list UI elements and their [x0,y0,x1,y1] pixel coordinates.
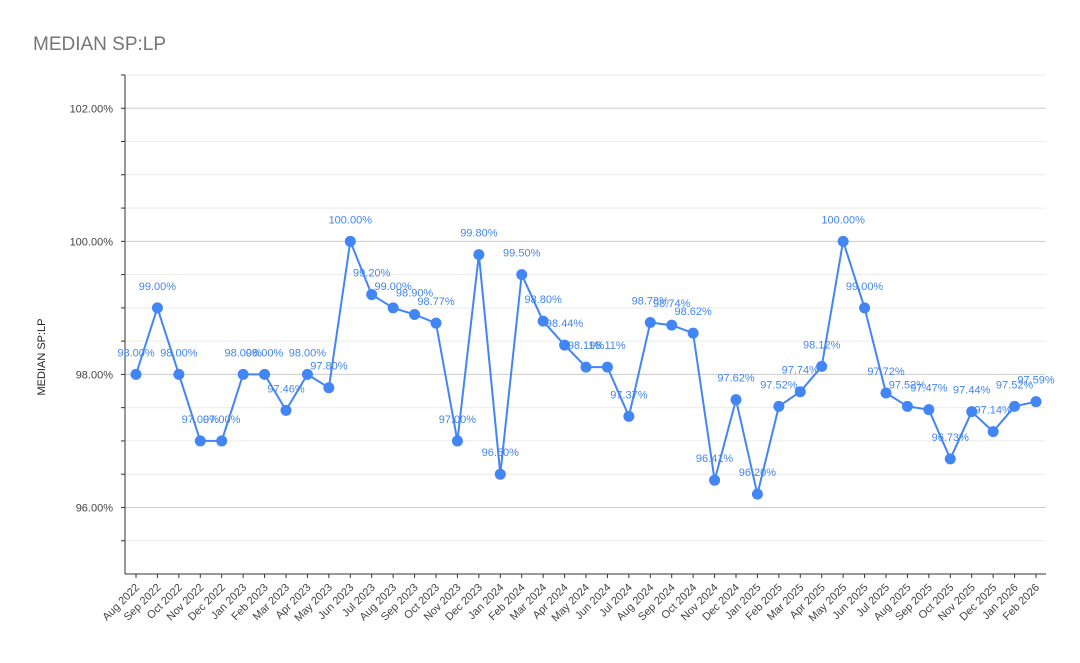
data-point [644,317,656,329]
y-axis-title: MEDIAN SP:LP [36,318,48,395]
y-tick-label: 98.00% [76,369,114,381]
axes [121,74,1046,575]
data-point [730,394,742,406]
data-label: 97.52% [889,379,927,391]
data-point [687,327,699,339]
gridlines [125,74,1046,542]
data-point [623,410,635,422]
data-point [601,361,613,373]
data-point [366,289,378,301]
data-label: 98.62% [674,306,712,318]
data-point [173,368,185,380]
data-label: 98.44% [546,318,584,330]
data-point [901,400,913,412]
data-label: 98.11% [589,340,626,352]
data-label: 99.50% [503,248,541,260]
data-point [1009,400,1021,412]
data-label: 98.00% [117,347,155,359]
y-tick-label: 100.00% [70,236,114,248]
data-label: 98.77% [417,296,455,308]
data-label: 97.00% [203,414,241,426]
data-point [987,426,999,438]
data-point [194,435,206,447]
data-label: 97.46% [267,383,305,395]
data-label: 99.00% [374,281,412,293]
data-label: 97.00% [182,414,220,426]
data-label: 96.20% [739,467,777,479]
data-point [494,468,506,480]
data-label: 97.52% [996,379,1034,391]
data-label: 98.00% [289,347,327,359]
data-label: 96.41% [696,453,734,465]
data-point [430,317,442,329]
data-point [580,361,592,373]
data-point [1030,396,1042,408]
data-point [666,319,678,331]
data-point [280,404,292,416]
data-point [751,488,763,500]
data-point [816,360,828,372]
data-labels: 98.00%99.00%98.00%97.00%97.00%98.00%98.0… [117,214,1055,479]
data-label: 98.12% [803,339,841,351]
data-point [837,235,849,247]
data-point [409,309,421,321]
data-point [237,368,249,380]
data-label: 97.72% [867,366,905,378]
data-label: 97.80% [310,361,348,373]
data-point [516,269,528,281]
data-label: 98.80% [524,294,562,306]
data-point [259,368,271,380]
series-median-splp [130,235,1042,500]
data-point [880,387,892,399]
data-label: 97.14% [974,405,1012,417]
data-point [387,302,399,314]
data-label: 97.74% [782,365,820,377]
data-label: 98.00% [246,347,284,359]
data-point [130,368,142,380]
data-label: 98.74% [653,298,691,310]
chart-title: MEDIAN SP:LP [33,34,167,55]
data-label: 98.78% [632,296,670,308]
data-point [859,302,871,314]
data-label: 99.20% [353,268,391,280]
data-label: 97.47% [910,383,948,395]
data-point [301,368,313,380]
data-label: 97.59% [1017,375,1055,387]
data-point [923,404,935,416]
data-label: 98.00% [160,347,198,359]
y-tick-label: 96.00% [76,502,114,514]
data-label: 97.52% [760,379,798,391]
data-point [944,453,956,465]
data-label: 98.90% [396,288,434,300]
data-label: 99.00% [139,281,177,293]
data-point [709,474,721,486]
data-label: 99.00% [846,281,884,293]
data-label: 98.11% [568,340,605,352]
data-point [794,386,806,398]
data-point [451,435,463,447]
data-point [151,302,163,314]
data-point [773,400,785,412]
data-label: 97.00% [439,414,477,426]
data-point [216,435,228,447]
data-label: 97.44% [953,385,991,397]
data-label: 97.62% [717,373,755,385]
data-label: 99.80% [460,228,498,240]
data-point [323,382,335,394]
y-tick-label: 102.00% [70,103,114,115]
data-point [473,249,485,261]
data-label: 100.00% [329,214,373,226]
data-point [559,339,571,351]
data-label: 100.00% [821,214,865,226]
y-axis-ticks: 96.00% 98.00% 100.00% 102.00% [70,103,114,514]
data-label: 96.73% [932,432,970,444]
data-label: 97.37% [610,389,648,401]
data-point [537,315,549,327]
data-label: 96.50% [482,447,520,459]
data-label: 98.00% [224,347,262,359]
data-point [344,235,356,247]
data-point [966,406,978,418]
